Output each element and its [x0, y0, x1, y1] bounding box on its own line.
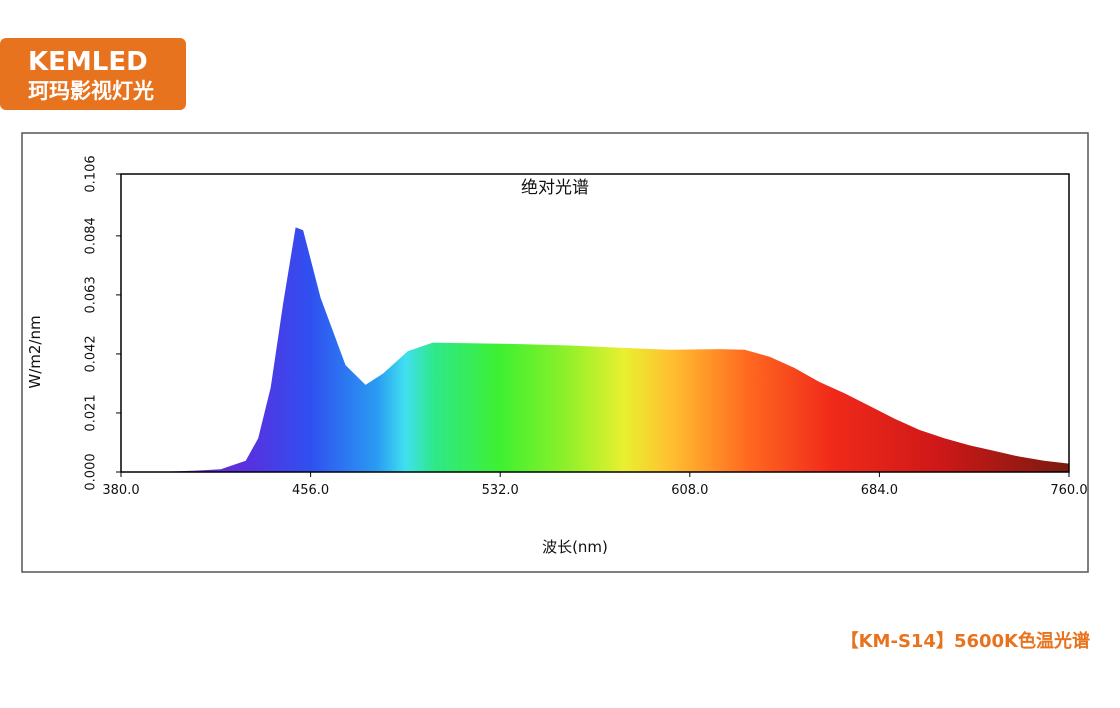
logo-box — [0, 38, 186, 110]
chart-frame — [21, 132, 1089, 573]
y-tick-label: 0.063 — [84, 276, 99, 313]
y-tick-label: 0.000 — [84, 453, 99, 490]
plot-frame — [120, 173, 1070, 473]
x-axis-label: 波长(nm) — [542, 538, 608, 556]
y-tick-label: 0.021 — [84, 394, 99, 431]
caption: 【KM-S14】5600K色温光谱 — [841, 630, 1090, 652]
x-tick-label: 684.0 — [861, 483, 898, 498]
x-tick-label: 532.0 — [482, 483, 519, 498]
chart-title: 绝对光谱 — [521, 178, 589, 198]
y-tick-label: 0.042 — [84, 335, 99, 372]
logo-name: KEMLED — [28, 47, 148, 77]
x-tick-label: 760.0 — [1050, 483, 1087, 498]
y-tick-label: 0.084 — [84, 217, 99, 254]
x-tick-label: 380.0 — [102, 483, 139, 498]
y-tick-label: 0.106 — [84, 155, 99, 192]
y-axis-label: W/m2/nm — [26, 315, 44, 388]
x-tick-label: 456.0 — [292, 483, 329, 498]
spectrum-area — [121, 227, 1069, 472]
x-tick-label: 608.0 — [671, 483, 708, 498]
logo-subtitle: 珂玛影视灯光 — [28, 79, 154, 103]
